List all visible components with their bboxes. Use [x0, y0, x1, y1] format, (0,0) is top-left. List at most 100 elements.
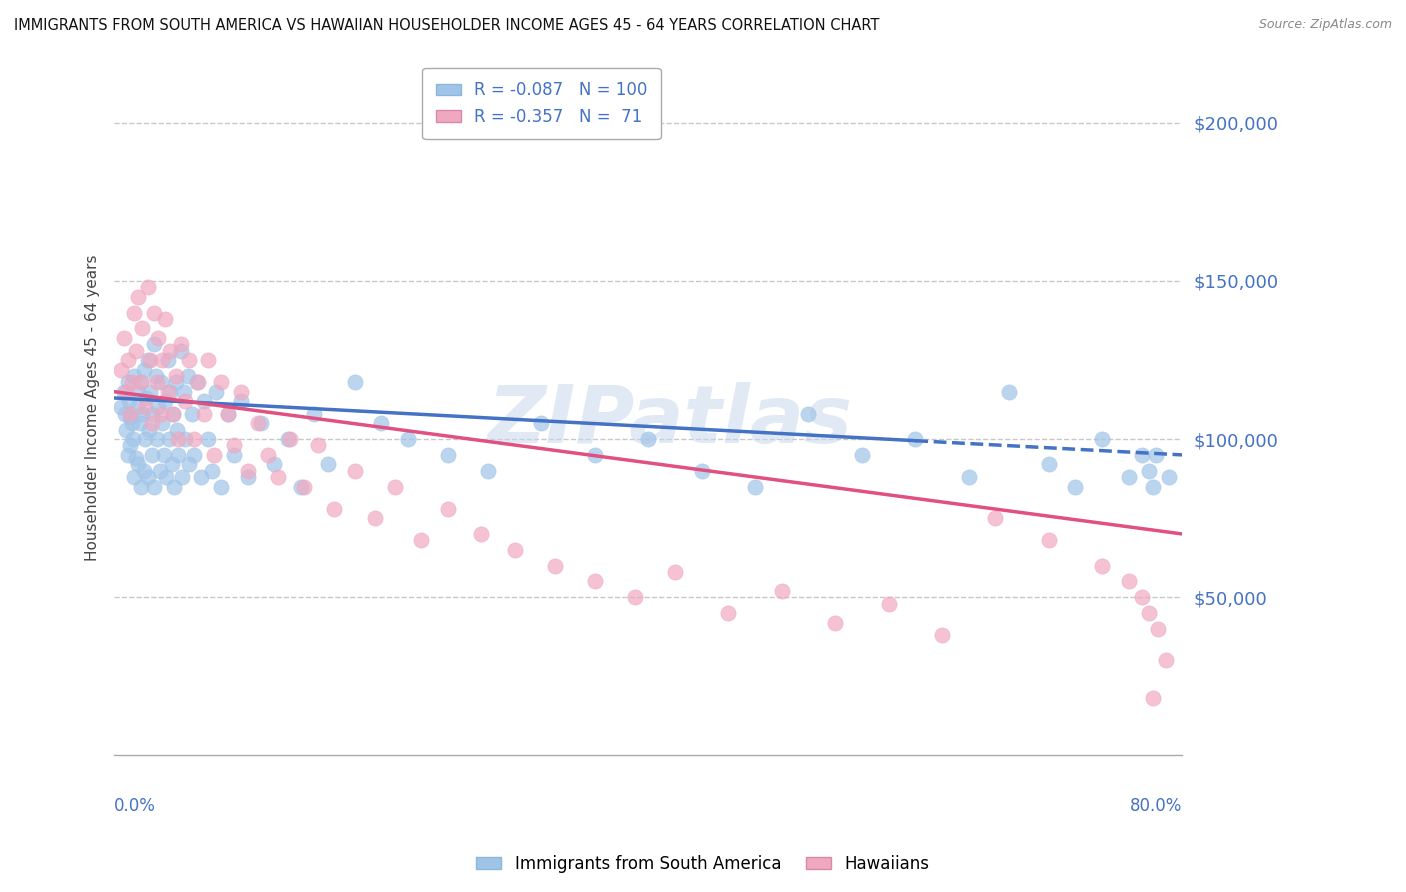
Point — [143, 479, 166, 493]
Point — [145, 368, 167, 383]
Point — [166, 423, 188, 437]
Point — [877, 597, 900, 611]
Point — [170, 337, 193, 351]
Point — [134, 432, 156, 446]
Point — [1130, 591, 1153, 605]
Point — [1064, 479, 1087, 493]
Point — [141, 407, 163, 421]
Point — [984, 511, 1007, 525]
Point — [149, 407, 172, 421]
Point — [150, 417, 173, 431]
Point — [127, 458, 149, 472]
Point — [110, 401, 132, 415]
Point — [343, 464, 366, 478]
Text: IMMIGRANTS FROM SOUTH AMERICA VS HAWAIIAN HOUSEHOLDER INCOME AGES 45 - 64 YEARS : IMMIGRANTS FROM SOUTH AMERICA VS HAWAIIA… — [14, 18, 879, 33]
Point — [172, 470, 194, 484]
Point — [187, 375, 209, 389]
Point — [124, 451, 146, 466]
Y-axis label: Householder Income Ages 45 - 64 years: Householder Income Ages 45 - 64 years — [86, 254, 100, 561]
Point — [544, 558, 567, 573]
Point — [770, 583, 793, 598]
Point — [114, 407, 136, 421]
Point — [110, 362, 132, 376]
Point — [250, 417, 273, 431]
Point — [122, 432, 145, 446]
Point — [370, 417, 392, 431]
Point — [159, 343, 181, 358]
Point — [323, 501, 346, 516]
Point — [197, 432, 219, 446]
Point — [224, 448, 246, 462]
Text: 80.0%: 80.0% — [1130, 797, 1182, 815]
Text: 0.0%: 0.0% — [114, 797, 156, 815]
Point — [136, 280, 159, 294]
Point — [1137, 606, 1160, 620]
Point — [156, 353, 179, 368]
Point — [229, 394, 252, 409]
Point — [183, 432, 205, 446]
Point — [120, 409, 142, 424]
Point — [153, 312, 176, 326]
Point — [132, 464, 155, 478]
Point — [167, 432, 190, 446]
Point — [280, 432, 302, 446]
Point — [583, 448, 606, 462]
Point — [156, 384, 179, 399]
Point — [201, 464, 224, 478]
Point — [217, 407, 239, 421]
Point — [1142, 479, 1164, 493]
Point — [308, 438, 330, 452]
Point — [122, 305, 145, 319]
Point — [146, 432, 169, 446]
Point — [744, 479, 766, 493]
Point — [121, 417, 143, 431]
Point — [1142, 691, 1164, 706]
Point — [170, 343, 193, 358]
Point — [125, 401, 148, 415]
Point — [136, 353, 159, 368]
Point — [152, 448, 174, 462]
Point — [316, 458, 339, 472]
Point — [236, 464, 259, 478]
Point — [209, 479, 232, 493]
Point — [139, 384, 162, 399]
Point — [129, 479, 152, 493]
Point — [204, 384, 226, 399]
Point — [824, 615, 846, 630]
Point — [470, 527, 492, 541]
Point — [167, 448, 190, 462]
Point — [957, 470, 980, 484]
Point — [150, 353, 173, 368]
Point — [217, 407, 239, 421]
Point — [1154, 653, 1177, 667]
Point — [138, 423, 160, 437]
Point — [131, 407, 153, 421]
Point — [477, 464, 499, 478]
Point — [112, 331, 135, 345]
Point — [1147, 622, 1170, 636]
Point — [127, 290, 149, 304]
Point — [224, 438, 246, 452]
Point — [1118, 470, 1140, 484]
Point — [120, 438, 142, 452]
Point — [159, 384, 181, 399]
Point — [129, 375, 152, 389]
Point — [129, 375, 152, 389]
Point — [131, 321, 153, 335]
Point — [1130, 448, 1153, 462]
Point — [115, 384, 138, 399]
Point — [277, 432, 299, 446]
Point — [229, 384, 252, 399]
Point — [157, 432, 180, 446]
Point — [209, 375, 232, 389]
Point — [139, 353, 162, 368]
Point — [143, 337, 166, 351]
Point — [1038, 533, 1060, 548]
Point — [292, 479, 315, 493]
Point — [153, 394, 176, 409]
Point — [155, 470, 177, 484]
Point — [197, 353, 219, 368]
Point — [134, 401, 156, 415]
Point — [176, 368, 198, 383]
Text: Source: ZipAtlas.com: Source: ZipAtlas.com — [1258, 18, 1392, 31]
